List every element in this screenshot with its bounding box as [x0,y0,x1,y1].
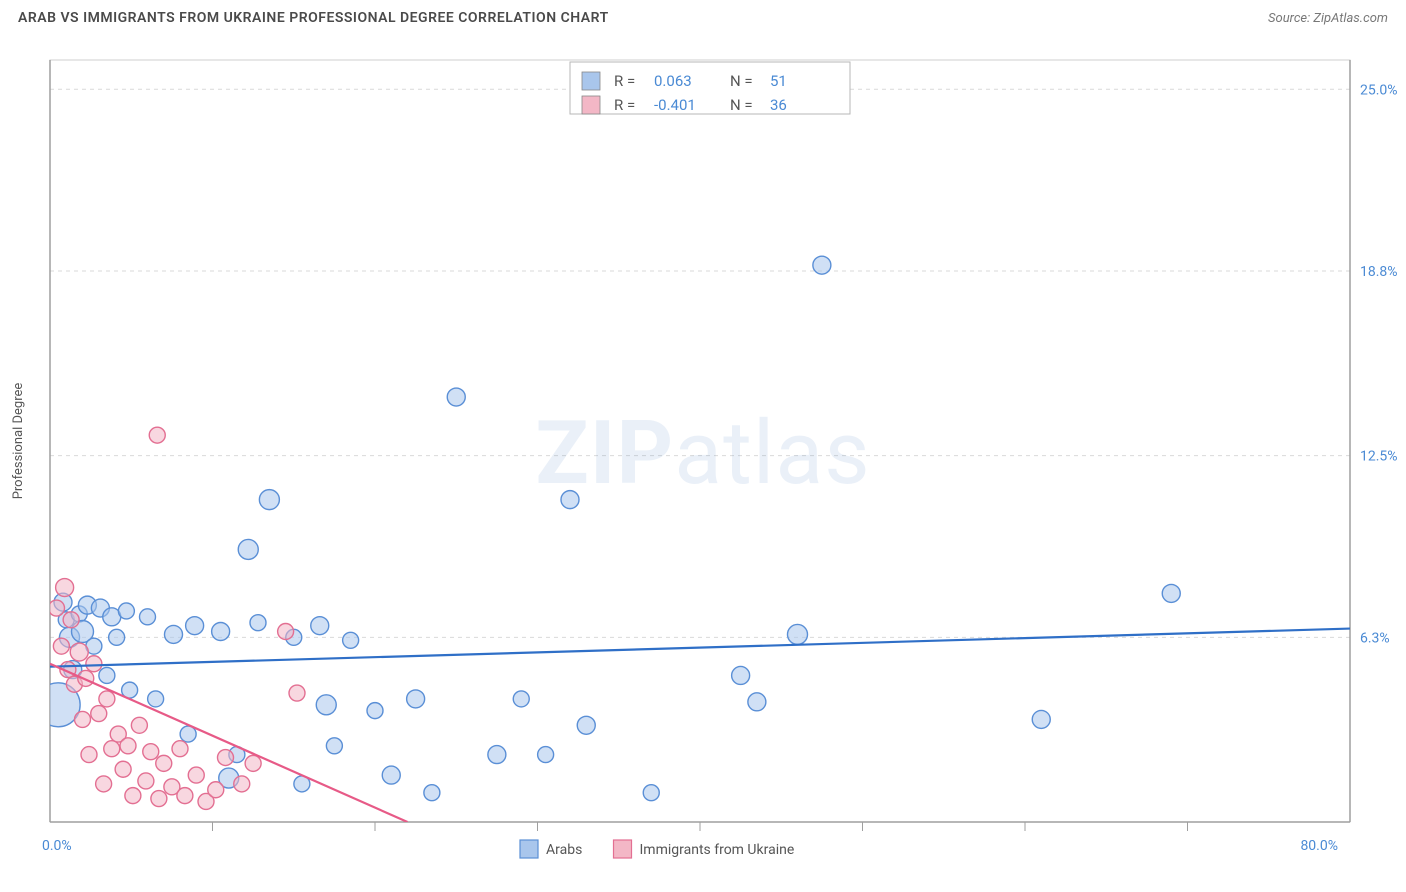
x-max-label: 80.0% [1300,838,1338,854]
data-point [109,629,125,645]
data-point [447,388,465,406]
data-point [120,738,136,754]
source-attribution: Source: ZipAtlas.com [1268,11,1388,26]
data-point [788,624,808,644]
data-point [138,773,154,789]
data-point [81,747,97,763]
data-point [56,579,74,597]
data-point [326,738,342,754]
data-point [140,609,156,625]
data-point [115,761,131,777]
data-point [212,623,230,641]
n-value: 51 [770,72,787,90]
data-point [245,755,261,771]
stats-swatch [582,96,600,114]
data-point [156,755,172,771]
data-point [165,625,183,643]
data-point [382,766,400,784]
data-point [104,741,120,757]
data-point [177,788,193,804]
data-point [148,691,164,707]
chart-title: ARAB VS IMMIGRANTS FROM UKRAINE PROFESSI… [18,10,609,26]
data-point [343,632,359,648]
data-point [75,711,91,727]
data-point [577,716,595,734]
data-point [561,491,579,509]
legend-label: Arabs [546,842,582,858]
data-point [367,703,383,719]
data-point [250,615,266,631]
legend-swatch [520,840,538,858]
stats-box: R = 0.063 N = 51 R = -0.401 N = 36 [570,62,850,114]
data-point [278,624,294,640]
trend-line [50,664,408,822]
legend-swatch [614,840,632,858]
svg-text:R =: R = [614,96,635,114]
legend-label: Immigrants from Ukraine [640,842,795,858]
y-tick-label: 6.3% [1360,630,1390,646]
data-point [748,693,766,711]
data-point [1032,710,1050,728]
y-tick-label: 12.5% [1360,449,1398,465]
data-point [53,638,69,654]
data-point [125,788,141,804]
trend-line [50,629,1350,667]
data-point [63,612,79,628]
data-point [424,785,440,801]
data-point [259,490,279,510]
y-axis-title: Professional Degree [11,383,26,500]
data-point [813,256,831,274]
data-point [407,690,425,708]
data-point [316,695,336,715]
y-tick-label: 18.8% [1360,264,1398,280]
data-point [238,539,258,559]
data-point [99,667,115,683]
data-point [151,791,167,807]
data-point [96,776,112,792]
data-point [289,685,305,701]
data-point [513,691,529,707]
data-point [99,691,115,707]
chart-container: ZIPatlas 6.3%12.5%18.8%25.0%0.0%80.0%Pro… [0,32,1406,882]
y-tick-label: 25.0% [1360,82,1398,98]
data-point [732,666,750,684]
legend: Arabs Immigrants from Ukraine [520,840,794,858]
data-point [311,617,329,635]
correlation-scatter-chart: 6.3% 12.5% 18.8% 25.0% 0.0% 80.0% Professional… [0,32,1406,882]
svg-text:N =: N = [730,72,753,90]
data-point [538,747,554,763]
data-point [208,782,224,798]
data-point [488,746,506,764]
data-point [143,744,159,760]
data-point [218,750,234,766]
data-point [643,785,659,801]
data-point [149,427,165,443]
data-point [234,776,250,792]
r-value: -0.401 [654,96,696,114]
data-point [1162,584,1180,602]
data-point [186,617,204,635]
data-point [188,767,204,783]
data-point [49,600,65,616]
data-point [172,741,188,757]
data-point [91,706,107,722]
svg-text:R =: R = [614,72,635,90]
x-min-label: 0.0% [42,838,72,854]
data-point [86,656,102,672]
data-point [70,643,88,661]
data-point [131,717,147,733]
data-point [118,603,134,619]
stats-swatch [582,72,600,90]
r-value: 0.063 [654,72,692,90]
svg-text:N =: N = [730,96,753,114]
n-value: 36 [770,96,787,114]
